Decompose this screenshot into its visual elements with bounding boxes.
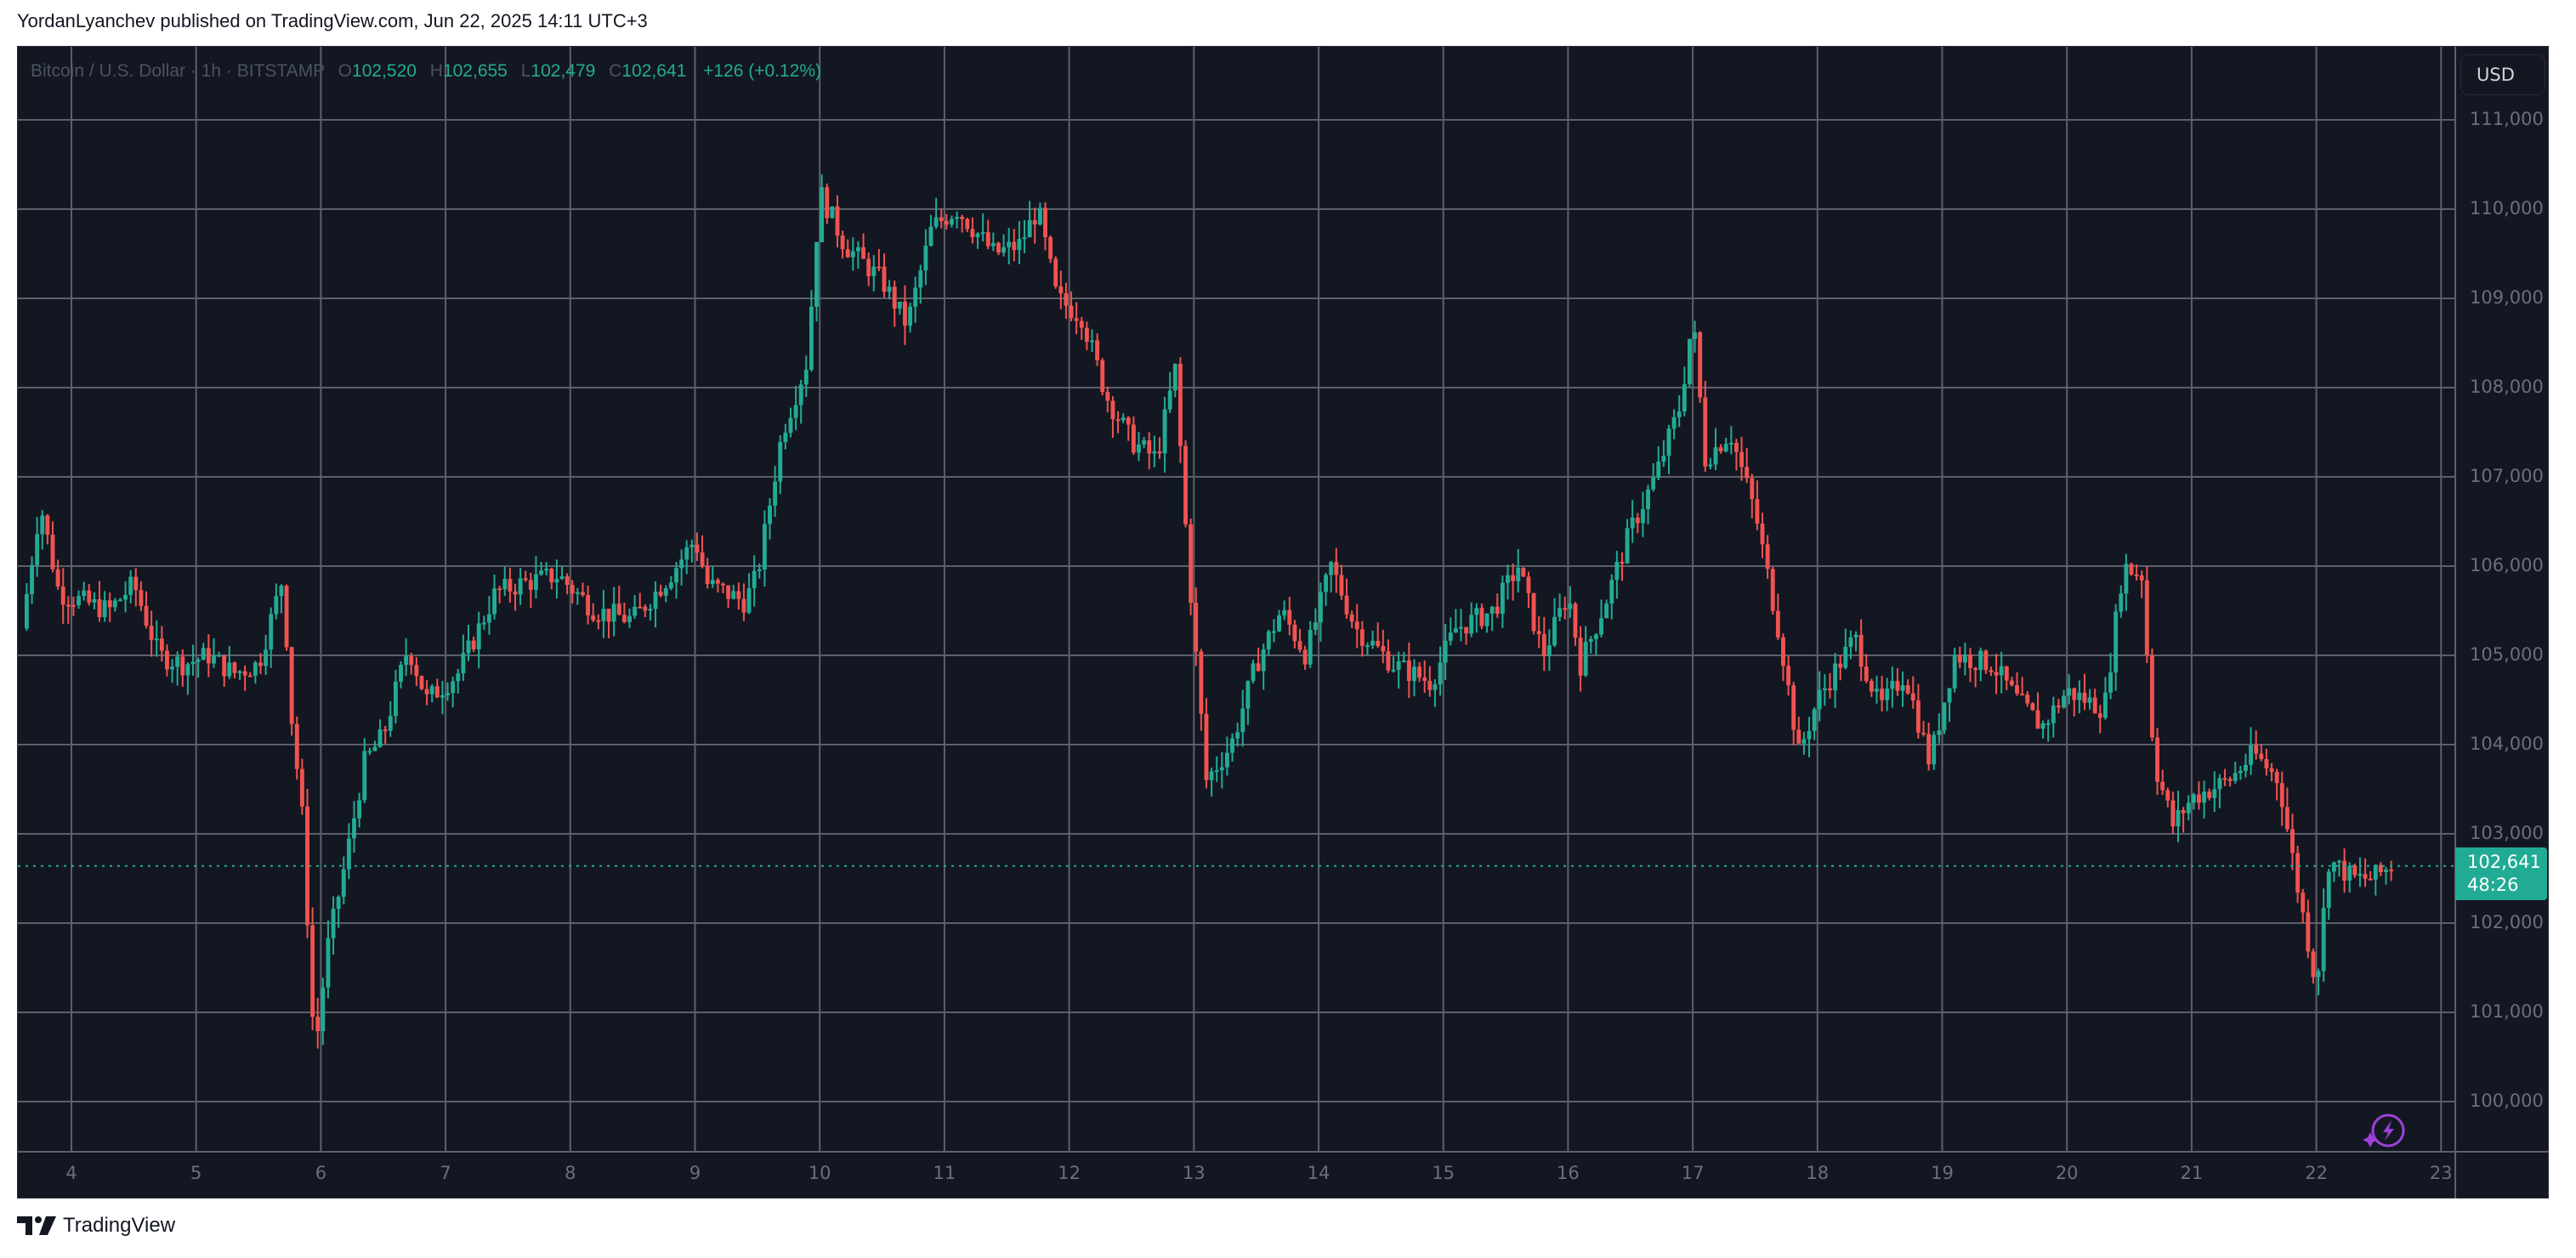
tradingview-logo[interactable]: TradingView xyxy=(17,1214,175,1238)
price-tick-label: 107,000 xyxy=(2470,466,2544,486)
date-tick-label: 5 xyxy=(190,1163,202,1183)
date-tick-label: 22 xyxy=(2305,1163,2328,1183)
lightning-sparkle-icon[interactable] xyxy=(2359,1112,2410,1153)
price-tick-label: 108,000 xyxy=(2470,377,2544,397)
open-key: O xyxy=(338,61,353,81)
close-key: C xyxy=(609,61,622,81)
date-tick-label: 21 xyxy=(2180,1163,2204,1183)
date-tick-label: 11 xyxy=(933,1163,956,1183)
current-price: 102,641 xyxy=(2467,851,2541,872)
price-tick-label: 101,000 xyxy=(2470,1001,2544,1022)
tradingview-logo-icon xyxy=(17,1216,56,1235)
date-tick-label: 23 xyxy=(2429,1163,2453,1183)
date-tick-label: 19 xyxy=(1931,1163,1954,1183)
price-tick-label: 106,000 xyxy=(2470,555,2544,575)
price-tick-label: 103,000 xyxy=(2470,823,2544,843)
high-key: H xyxy=(429,61,443,81)
open-value: 102,520 xyxy=(352,61,417,81)
change-value: +126 (+0.12%) xyxy=(703,61,822,81)
date-tick-label: 12 xyxy=(1058,1163,1081,1183)
date-tick-label: 7 xyxy=(440,1163,451,1183)
date-tick-label: 17 xyxy=(1681,1163,1705,1183)
date-tick-label: 20 xyxy=(2055,1163,2079,1183)
ohlc-legend: Bitcoin / U.S. Dollar · 1h · BITSTAMP O1… xyxy=(31,61,821,82)
price-tick-label: 100,000 xyxy=(2470,1091,2544,1111)
date-tick-label: 13 xyxy=(1182,1163,1206,1183)
low-value: 102,479 xyxy=(531,61,596,81)
bar-countdown: 48:26 xyxy=(2467,874,2519,895)
date-tick-label: 18 xyxy=(1806,1163,1830,1183)
current-price-label: 102,641 48:26 xyxy=(2455,847,2547,900)
date-tick-label: 16 xyxy=(1557,1163,1580,1183)
logo-text: TradingView xyxy=(63,1214,176,1237)
price-tick-label: 110,000 xyxy=(2470,198,2544,218)
chart-panel[interactable] xyxy=(17,46,2549,1198)
date-tick-label: 15 xyxy=(1432,1163,1455,1183)
low-key: L xyxy=(520,61,531,81)
date-tick-label: 9 xyxy=(689,1163,701,1183)
high-value: 102,655 xyxy=(442,61,508,81)
price-tick-label: 104,000 xyxy=(2470,734,2544,754)
price-tick-label: 102,000 xyxy=(2470,912,2544,932)
symbol-label[interactable]: Bitcoin / U.S. Dollar · 1h · BITSTAMP xyxy=(31,61,325,81)
price-tick-label: 111,000 xyxy=(2470,109,2544,129)
close-value: 102,641 xyxy=(621,61,687,81)
date-tick-label: 6 xyxy=(315,1163,327,1183)
publish-caption: YordanLyanchev published on TradingView.… xyxy=(17,10,648,31)
currency-button[interactable]: USD xyxy=(2460,54,2545,95)
date-tick-label: 14 xyxy=(1307,1163,1331,1183)
price-tick-label: 105,000 xyxy=(2470,644,2544,665)
price-tick-label: 109,000 xyxy=(2470,287,2544,308)
date-tick-label: 10 xyxy=(808,1163,831,1183)
date-tick-label: 8 xyxy=(565,1163,576,1183)
date-tick-label: 4 xyxy=(65,1163,77,1183)
